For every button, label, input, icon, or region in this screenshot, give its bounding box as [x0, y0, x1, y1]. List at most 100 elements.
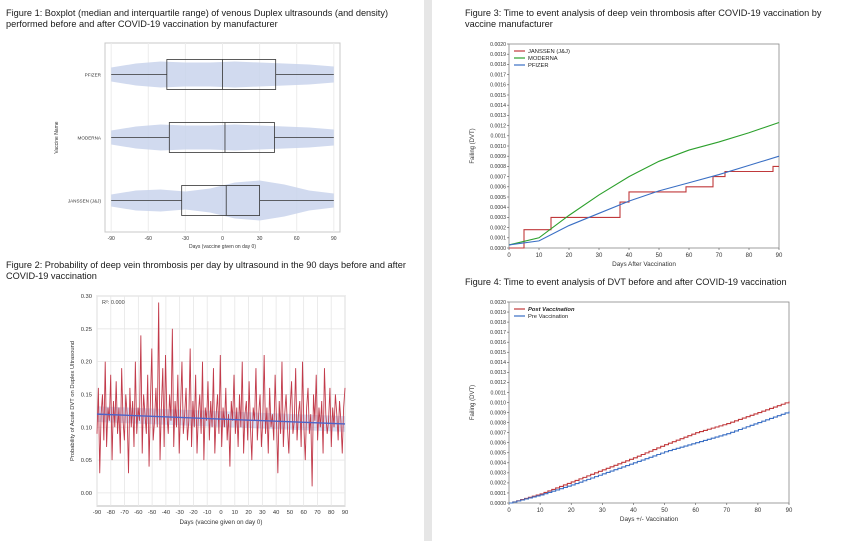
panel-divider	[424, 0, 432, 541]
x-tick-label: 90	[786, 508, 793, 514]
y-tick-label: 0.0002	[490, 225, 506, 231]
y-tick-label: 0.0015	[490, 93, 506, 99]
y-tick-label: 0.0010	[490, 400, 506, 406]
x-tick-label: 10	[536, 253, 543, 259]
y-tick-label: 0.0020	[490, 300, 506, 306]
legend-label: JANSSEN (J&J)	[528, 49, 570, 55]
x-tick-label: 50	[656, 253, 663, 259]
y-tick-label: 0.0016	[490, 340, 506, 346]
x-tick-label: 50	[287, 510, 293, 516]
category-label: PFIZER	[85, 73, 102, 78]
series-line	[509, 401, 790, 504]
x-tick-label: 80	[755, 508, 762, 514]
y-tick-label: 0.0001	[490, 491, 506, 497]
x-tick-label: 90	[342, 510, 348, 516]
y-tick-label: 0.0012	[490, 380, 506, 386]
y-tick-label: 0.15	[81, 392, 92, 398]
x-tick-label: 30	[259, 510, 265, 516]
y-tick-label: 0.0007	[490, 430, 506, 436]
y-tick-label: 0.0016	[490, 83, 506, 89]
y-tick-label: 0.25	[81, 327, 92, 333]
y-tick-label: 0.0002	[490, 481, 506, 487]
y-tick-label: 0.0013	[490, 113, 506, 119]
x-axis-label: Days (vaccine given on day 0)	[180, 519, 263, 526]
box	[181, 185, 261, 216]
x-tick-label: 40	[630, 508, 637, 514]
x-tick-label: 30	[596, 253, 603, 259]
x-tick-label: 30	[257, 236, 263, 242]
x-tick-label: 10	[232, 510, 238, 516]
x-tick-label: -10	[203, 510, 211, 516]
y-tick-label: 0.0019	[490, 52, 506, 58]
x-tick-label: -40	[162, 510, 170, 516]
series-line	[509, 411, 790, 504]
figure1-boxplot: -90 -60 -30 0 30 60 90 PFIZER MODERNA JANSSEN (J&…	[54, 42, 341, 250]
x-tick-label: 20	[568, 508, 575, 514]
y-tick-label: 0.0000	[490, 246, 506, 252]
left-panel: Figure 1: Boxplot (median and interquart…	[0, 0, 424, 541]
x-axis-label: Days (vaccine given on day 0)	[189, 244, 256, 250]
figure3-step-chart: 0.0000 0.0001 0.0002 0.0003 0.0004 0.0005 0.00…	[470, 42, 783, 268]
y-tick-label: 0.0003	[490, 471, 506, 477]
x-tick-label: 60	[294, 236, 300, 242]
y-tick-label: 0.0008	[490, 420, 506, 426]
y-tick-label: 0.20	[81, 360, 92, 366]
x-tick-label: 50	[661, 508, 668, 514]
figure1-title: Figure 1: Boxplot (median and interquart…	[6, 8, 389, 29]
y-tick-label: 0.0011	[491, 390, 507, 396]
x-tick-label: 70	[716, 253, 723, 259]
y-tick-label: 0.0004	[490, 461, 506, 467]
density-shape	[111, 180, 334, 221]
y-tick-label: 0.0014	[490, 360, 506, 366]
y-tick-label: 0.00	[81, 491, 92, 497]
y-tick-label: 0.0005	[490, 451, 506, 457]
x-tick-label: 40	[626, 253, 633, 259]
y-axis-label: Failing (DVT)	[470, 385, 476, 420]
x-tick-label: -90	[93, 510, 101, 516]
y-tick-label: 0.0017	[490, 330, 506, 336]
series-line	[508, 122, 780, 246]
y-tick-label: 0.10	[81, 425, 92, 431]
y-tick-label: 0.0006	[490, 441, 506, 447]
x-tick-label: 80	[746, 253, 753, 259]
legend-label: Post Vaccination	[528, 307, 575, 313]
x-tick-label: 20	[566, 253, 573, 259]
x-axis-label: Days +/- Vaccination	[620, 516, 679, 523]
y-tick-label: 0.0000	[490, 501, 506, 507]
x-tick-label: 20	[245, 510, 251, 516]
x-tick-label: 0	[507, 508, 511, 514]
y-tick-label: 0.0018	[490, 62, 506, 68]
x-tick-label: 40	[273, 510, 279, 516]
x-tick-label: 10	[537, 508, 544, 514]
x-tick-label: 0	[219, 510, 222, 516]
y-tick-label: 0.30	[81, 294, 92, 300]
density-shape	[111, 124, 334, 151]
r-squared-annotation: R²: 0.000	[102, 300, 125, 306]
x-tick-label: -20	[189, 510, 197, 516]
x-tick-label: -30	[175, 510, 183, 516]
x-tick-label: 0	[221, 236, 224, 242]
y-tick-label: 0.0005	[490, 195, 506, 201]
y-tick-label: 0.0008	[490, 164, 506, 170]
y-axis-label: Probability of Acute DVT on Duplex Ultra…	[70, 341, 76, 461]
y-tick-label: 0.0009	[490, 410, 506, 416]
y-tick-label: 0.0007	[490, 174, 506, 180]
x-tick-label: 0	[507, 253, 511, 259]
x-tick-label: -90	[108, 236, 115, 242]
box	[168, 122, 275, 153]
y-tick-label: 0.0015	[490, 350, 506, 356]
x-tick-label: -80	[107, 510, 115, 516]
y-tick-label: 0.05	[81, 458, 92, 464]
right-panel: Figure 3: Time to event analysis of deep…	[432, 0, 850, 541]
x-tick-label: -70	[120, 510, 128, 516]
y-tick-label: 0.0010	[490, 144, 506, 150]
x-tick-label: 60	[686, 253, 693, 259]
category-label: JANSSEN (J&J)	[68, 199, 102, 204]
figure4-line-chart: 0.0000 0.0001 0.0002 0.0003 0.0004 0.0005 0.00…	[470, 300, 793, 523]
x-axis-label: Days After Vaccination	[612, 261, 676, 268]
x-tick-label: 90	[776, 253, 783, 259]
y-axis-label: Vaccine Name	[54, 121, 60, 153]
figure2-title: Figure 2: Probability of deep vein throm…	[6, 260, 406, 281]
x-tick-label: 30	[599, 508, 606, 514]
y-tick-label: 0.0003	[490, 215, 506, 221]
